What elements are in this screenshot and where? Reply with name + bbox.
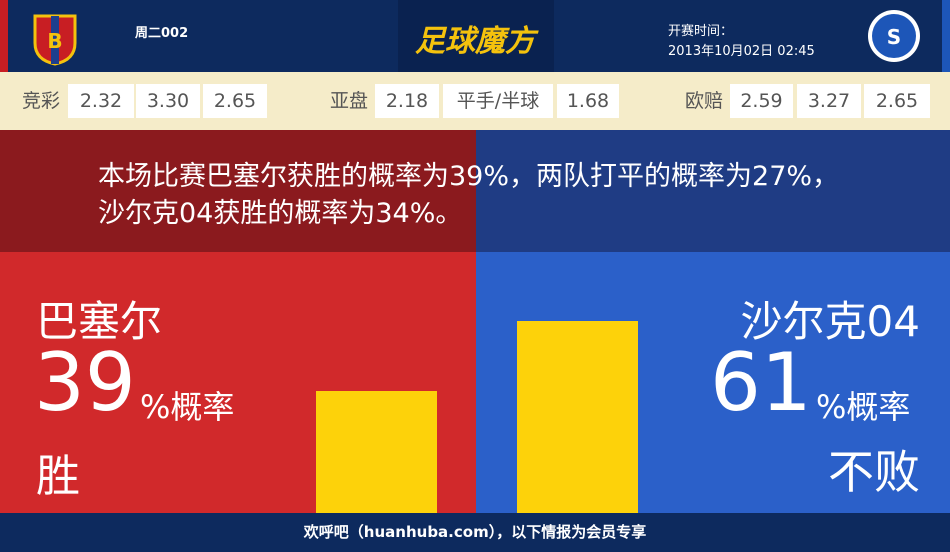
away-outcome: 不败 bbox=[828, 445, 920, 499]
home-outcome: 胜 bbox=[36, 451, 80, 502]
odds-value: 2.65 bbox=[203, 84, 267, 118]
odds-value: 平手/半球 bbox=[443, 84, 553, 118]
odds-label: 竞彩 bbox=[22, 90, 61, 112]
home-logo: B bbox=[33, 14, 77, 66]
odds-value: 2.32 bbox=[68, 84, 134, 118]
odds-label: 欧赔 bbox=[685, 90, 724, 112]
summary-right bbox=[476, 130, 950, 252]
probability-bar bbox=[517, 321, 638, 513]
odds-value: 1.68 bbox=[557, 84, 619, 118]
odds-value: 3.27 bbox=[797, 84, 861, 118]
home-name: 巴塞尔 bbox=[36, 297, 163, 346]
site-logo: 足球魔方 bbox=[415, 24, 535, 59]
home-percent: 39 bbox=[34, 336, 136, 429]
odds-value: 2.18 bbox=[375, 84, 439, 118]
home-unit: %概率 bbox=[140, 388, 235, 426]
svg-text:S: S bbox=[887, 25, 901, 49]
start-time: 2013年10月02日 02:45 bbox=[668, 44, 815, 59]
svg-text:B: B bbox=[47, 29, 62, 53]
logo-box bbox=[398, 0, 554, 72]
probability-bar bbox=[316, 390, 437, 513]
summary-left bbox=[0, 130, 476, 252]
odds-label: 亚盘 bbox=[330, 90, 369, 112]
away-percent: 61 bbox=[710, 336, 812, 429]
edge-blue bbox=[942, 0, 950, 72]
odds-value: 3.30 bbox=[136, 84, 200, 118]
away-logo: S bbox=[868, 10, 920, 62]
start-label: 开赛时间： bbox=[668, 24, 734, 39]
summary: 本场比赛巴塞尔获胜的概率为39%，两队打平的概率为27%，沙尔克04获胜的概率为… bbox=[98, 161, 840, 229]
odds-value: 2.59 bbox=[730, 84, 793, 118]
odds-value: 2.65 bbox=[864, 84, 930, 118]
away-unit: %概率 bbox=[816, 388, 911, 426]
match-id: 周二002 bbox=[135, 26, 189, 41]
edge-red bbox=[0, 0, 8, 72]
footer: 欢呼吧（huanhuba.com），以下情报为会员专享 bbox=[0, 513, 950, 552]
away-name: 沙尔克04 bbox=[740, 297, 920, 346]
